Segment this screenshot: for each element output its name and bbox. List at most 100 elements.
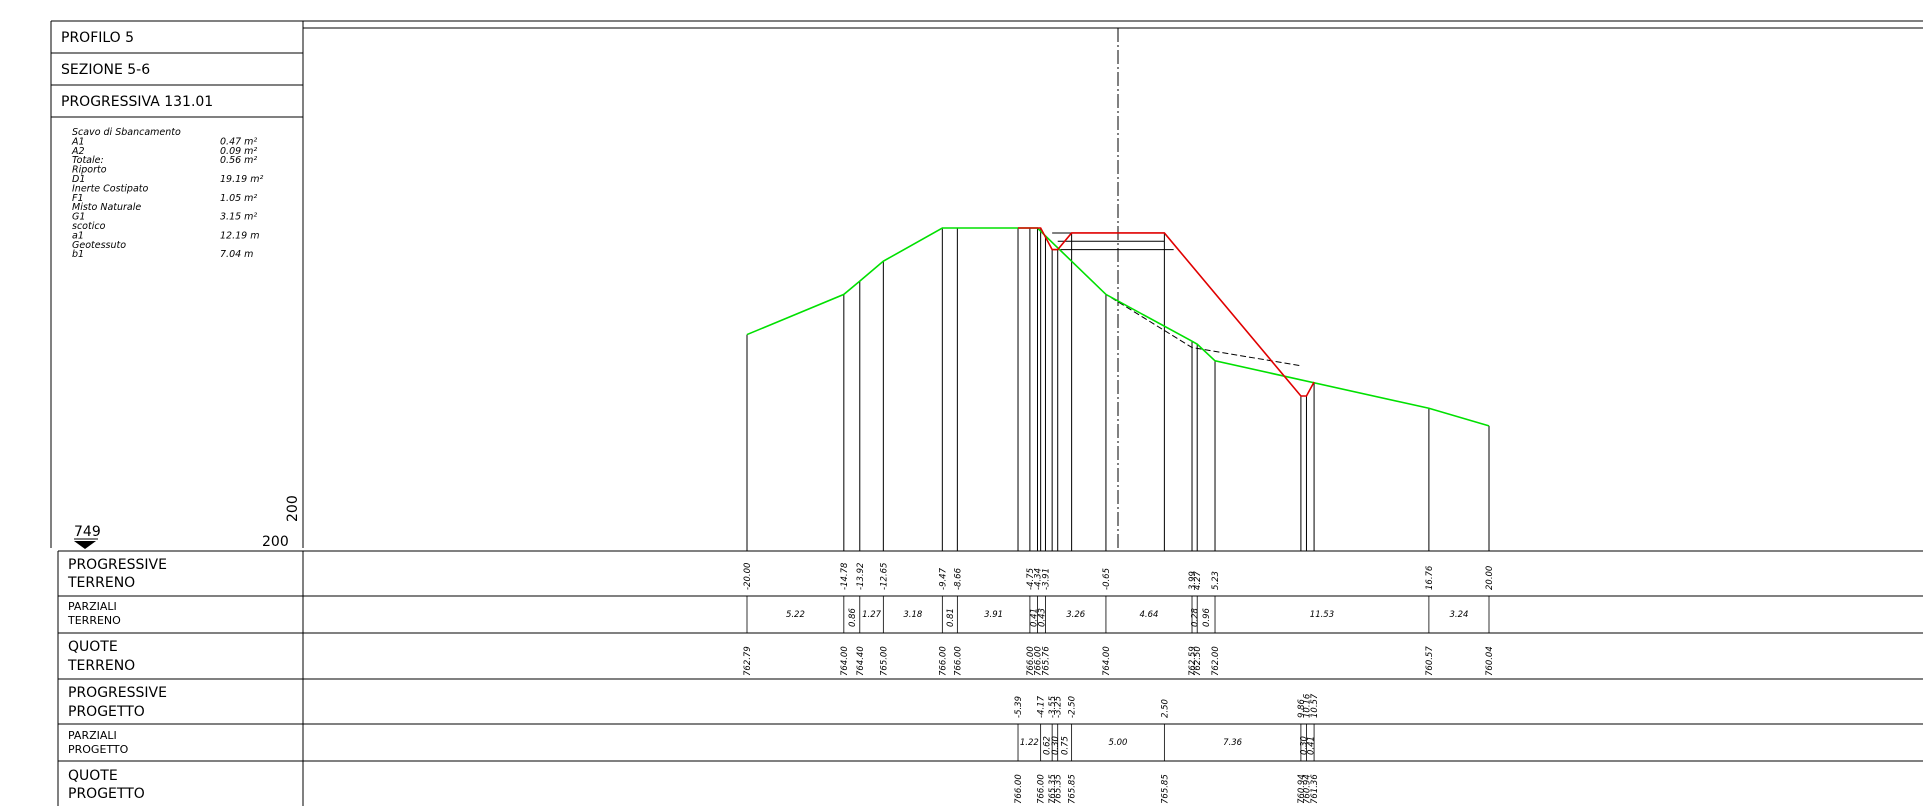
partial-value: 5.00 [1109, 738, 1128, 748]
summary-value: 0.56 m² [220, 155, 257, 166]
partial-value: 11.53 [1310, 610, 1334, 620]
project-elevation-value: 760.94 [1302, 774, 1312, 804]
row-progressive-progetto-2: PROGETTO [68, 704, 145, 720]
project-elevation-value: 765.85 [1160, 774, 1170, 804]
section-plot [746, 227, 1490, 551]
terrain-elevation-value: 766.00 [1026, 646, 1036, 676]
summary-value: 7.04 m [220, 249, 253, 260]
terrain-elevation-value: 765.76 [1041, 646, 1051, 676]
row-parziali-progetto-1: PARZIALI [68, 729, 117, 742]
partial-value: 0.30 [1051, 736, 1061, 755]
project-progressive-value: 10.16 [1302, 693, 1312, 718]
terrain-elevation-value: 762.59 [1188, 646, 1198, 676]
project-progressive-value: -3.55 [1048, 696, 1058, 718]
project-progressive-value: 2.50 [1160, 699, 1170, 718]
project-elevation-value: 766.00 [1037, 774, 1047, 804]
terrain-progressive-value: -20.00 [743, 563, 753, 590]
summary-value: 12.19 m [220, 230, 259, 241]
project-elevation-value: 765.35 [1054, 774, 1064, 804]
partial-value: 0.96 [1202, 607, 1212, 627]
partial-value: 0.28 [1191, 607, 1201, 627]
table-values: -20.00 762.79 -14.78 764.00 -13.92 764.40 -12.… [743, 562, 1495, 804]
terrain-progressive-value: 4.27 [1193, 570, 1203, 590]
summary-label: G1 [72, 212, 85, 223]
terrain-progressive-value: 20.00 [1485, 566, 1495, 590]
summary-value: 0.09 m² [220, 146, 257, 157]
project-elevation-value: 766.00 [1014, 774, 1024, 804]
terrain-elevation-value: 760.57 [1425, 646, 1435, 676]
partial-value: 0.41 [1030, 608, 1040, 627]
terrain-elevation-value: 762.79 [743, 646, 753, 676]
summary-label: a1 [72, 230, 84, 241]
partial-value: 3.24 [1449, 610, 1468, 620]
datum-marker: 749 200 200 [74, 495, 301, 550]
partial-value: 0.30 [1300, 736, 1310, 755]
terrain-progressive-value: -4.75 [1026, 568, 1036, 590]
terrain-progressive-value: -8.66 [953, 567, 963, 590]
summary-value: 1.05 m² [220, 193, 257, 204]
row-parziali-terreno-2: TERRENO [67, 614, 121, 627]
terrain-progressive-value: -9.47 [938, 567, 948, 590]
terrain-elevation-value: 766.00 [938, 646, 948, 676]
terrain-elevation-value: 762.00 [1211, 646, 1221, 676]
vertical-scale: 200 [285, 495, 301, 522]
partial-value: 7.36 [1223, 738, 1243, 748]
row-quote-progetto-2: PROGETTO [68, 786, 145, 802]
partial-value: 0.75 [1061, 736, 1071, 755]
terrain-elevation-value: 762.50 [1193, 646, 1203, 676]
terrain-progressive-value: -12.65 [879, 563, 889, 590]
summary-label: A2 [71, 146, 85, 157]
summary-label: Geotessuto [72, 240, 126, 251]
summary-label: Riporto [72, 165, 107, 176]
partial-value: 0.62 [1042, 736, 1052, 755]
terrain-elevation-value: 760.04 [1485, 646, 1495, 676]
summary-label: D1 [72, 174, 85, 185]
partial-value: 1.22 [1020, 738, 1039, 748]
project-progressive-value: 9.86 [1297, 698, 1307, 718]
terrain-progressive-value: -0.65 [1102, 568, 1112, 590]
terrain-progressive-value: -13.92 [856, 563, 866, 590]
sezione-label: SEZIONE 5-6 [61, 62, 150, 78]
summary-label: F1 [72, 193, 84, 204]
summary-value: 0.47 m² [220, 136, 257, 147]
summary-value: 19.19 m² [220, 174, 263, 185]
horizontal-scale: 200 [262, 534, 289, 550]
summary-label: b1 [72, 249, 84, 260]
terrain-elevation-value: 765.00 [879, 646, 889, 676]
progressiva-label: PROGRESSIVA 131.01 [61, 94, 213, 110]
scotico-line [1045, 235, 1301, 367]
row-progressive-terreno-2: TERRENO [67, 575, 135, 591]
terrain-elevation-value: 764.40 [856, 646, 866, 676]
project-elevation-value: 765.85 [1068, 774, 1078, 804]
summary-label: Totale: [72, 155, 104, 166]
summary-label: A1 [71, 136, 85, 147]
partial-value: 0.41 [1306, 736, 1316, 755]
terrain-progressive-value: 3.99 [1188, 571, 1198, 590]
summary-label: Scavo di Sbancamento [72, 127, 181, 138]
partial-value: 0.81 [946, 608, 956, 627]
row-quote-terreno-1: QUOTE [68, 639, 118, 655]
terrain-elevation-value: 766.00 [1033, 646, 1043, 676]
partial-value: 5.22 [786, 610, 805, 620]
title-block: PROFILO 5 SEZIONE 5-6 PROGRESSIVA 131.01… [50, 20, 304, 548]
partial-value: 3.26 [1066, 610, 1086, 620]
row-labels: PROGRESSIVE TERRENO PARZIALI TERRENO QUO… [67, 557, 167, 802]
terrain-progressive-value: 16.76 [1425, 565, 1435, 590]
terrain-elevation-value: 764.00 [1102, 646, 1112, 676]
summary-label: Misto Naturale [72, 202, 141, 213]
profilo-label: PROFILO 5 [61, 30, 134, 46]
terrain-elevation-value: 766.00 [953, 646, 963, 676]
partial-value: 3.91 [984, 610, 1003, 620]
summary-label: Inerte Costipato [72, 183, 148, 194]
partial-value: 1.27 [862, 610, 882, 620]
project-progressive-value: -5.39 [1014, 696, 1024, 718]
project-progressive-value: -2.50 [1068, 696, 1078, 718]
partial-value: 4.64 [1140, 610, 1159, 620]
row-quote-terreno-2: TERRENO [67, 658, 135, 674]
row-progressive-terreno-1: PROGRESSIVE [68, 557, 167, 573]
summary-value: 3.15 m² [220, 212, 257, 223]
partial-value: 0.86 [848, 607, 858, 627]
partial-value: 3.18 [903, 610, 923, 620]
